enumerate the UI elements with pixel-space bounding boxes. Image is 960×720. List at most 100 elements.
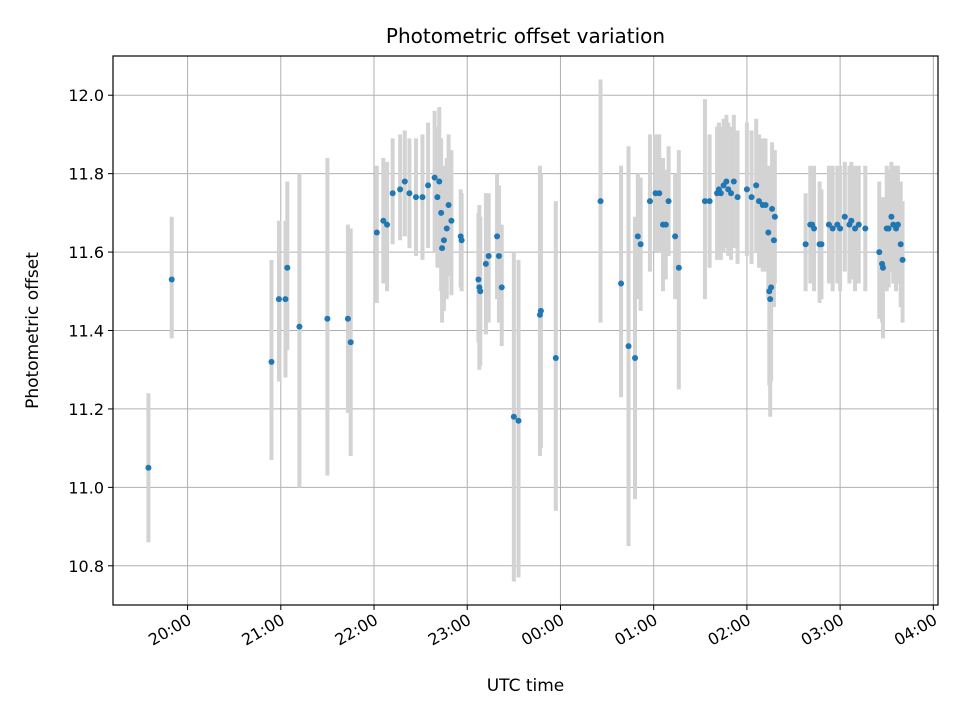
data-point [767,296,774,303]
data-point [347,339,354,346]
data-point [897,241,904,248]
y-tick-label: 11.4 [68,322,104,341]
data-point [344,315,351,322]
data-point [748,194,755,201]
data-point [770,237,777,244]
data-point [384,221,391,228]
data-point [829,225,836,232]
data-point [701,198,708,205]
data-point [771,213,778,220]
chart-title: Photometric offset variation [386,24,665,48]
data-point [440,237,447,244]
data-point [818,241,825,248]
data-point [445,202,452,209]
data-point [406,190,413,197]
data-point [848,217,855,224]
data-point [425,182,432,189]
data-point [675,264,682,271]
data-point [510,413,517,420]
x-tick-label: 01:00 [611,610,660,650]
data-point [656,190,663,197]
x-tick-label: 22:00 [332,610,381,650]
data-point [498,284,505,291]
data-point [552,354,559,361]
data-point [397,186,404,193]
data-point [637,241,644,248]
data-point [728,190,735,197]
data-point [734,194,741,201]
data-point [438,209,445,216]
data-point [899,256,906,263]
data-point [431,174,438,181]
data-point [296,323,303,330]
data-point [145,464,152,471]
data-point [439,245,446,252]
data-point [268,358,275,365]
y-axis-ticks: 10.8 11.0 11.2 11.4 11.6 11.8 12.0 [68,86,113,576]
data-point [855,221,862,228]
x-tick-label: 02:00 [704,610,753,650]
data-point [275,296,282,303]
data-point [401,178,408,185]
data-point [753,182,760,189]
data-point [389,190,396,197]
data-point [419,194,426,201]
data-point [723,178,730,185]
data-point [284,264,291,271]
data-point [852,225,859,232]
data-point [837,225,844,232]
data-point [282,296,289,303]
data-point [730,178,737,185]
data-point [634,233,641,240]
x-tick-label: 21:00 [238,610,287,650]
data-point [436,178,443,185]
data-point [888,213,895,220]
data-point [618,280,625,287]
y-tick-label: 11.8 [68,165,104,184]
data-point [458,237,465,244]
x-axis-ticks: 20:00 21:00 22:00 23:00 00:00 01:00 02:00 03:00… [145,605,940,650]
x-tick-label: 03:00 [798,610,847,650]
data-point [662,221,669,228]
data-point [324,315,331,322]
data-point [373,229,380,236]
data-point [885,225,892,232]
x-tick-label: 20:00 [145,610,194,650]
data-point [412,194,419,201]
data-point [743,186,750,193]
x-tick-label: 23:00 [425,610,474,650]
data-point [537,307,544,314]
data-point [825,221,832,228]
data-point [717,190,724,197]
data-point [841,213,848,220]
grid-lines [113,56,938,605]
x-tick-label: 00:00 [518,610,567,650]
data-point [672,233,679,240]
data-point [894,221,901,228]
y-tick-label: 11.0 [68,478,104,497]
x-tick-label: 04:00 [891,610,940,650]
data-points [145,174,906,471]
data-point [769,205,776,212]
y-axis-title: Photometric offset [23,252,43,409]
y-tick-label: 10.8 [68,557,104,576]
data-point [765,229,772,236]
data-point [646,198,653,205]
data-point [168,276,175,283]
data-point [625,343,632,350]
data-point [434,194,441,201]
data-point [443,225,450,232]
data-point [632,354,639,361]
data-point [597,198,604,205]
data-point [665,198,672,205]
y-tick-label: 12.0 [68,86,104,105]
data-point [811,225,818,232]
data-point [756,198,763,205]
y-tick-label: 11.6 [68,243,104,262]
data-point [880,264,886,271]
data-point [876,249,883,256]
data-point [494,233,501,240]
data-point [515,417,522,424]
x-axis-title: UTC time [487,676,565,696]
